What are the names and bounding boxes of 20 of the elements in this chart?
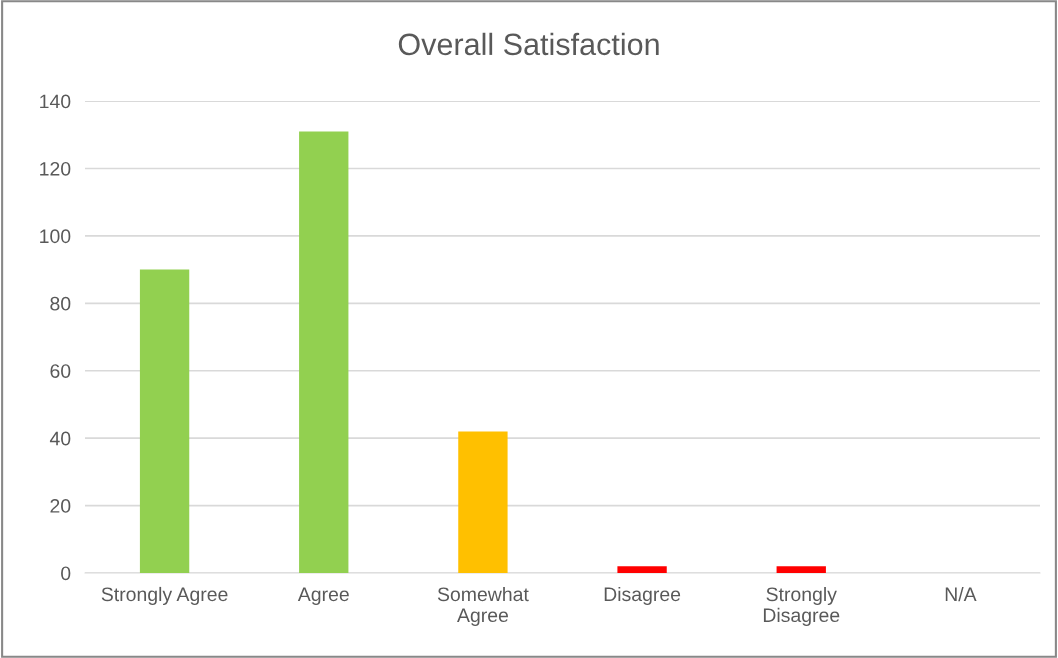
bar xyxy=(458,431,508,573)
x-tick-label: Agree xyxy=(297,587,349,606)
bar xyxy=(617,566,667,573)
y-tick-label: 80 xyxy=(50,296,71,311)
y-tick-label: 60 xyxy=(50,364,71,378)
y-tick-label: 120 xyxy=(40,161,71,176)
x-tick-label: Strongly Agree xyxy=(101,586,228,606)
x-tick-label: Strongly Disagree xyxy=(763,586,840,626)
y-tick-label: 40 xyxy=(49,431,71,446)
bar xyxy=(776,566,826,573)
x-tick-label: Disagree xyxy=(604,586,681,606)
chart-title: Overall Satisfaction xyxy=(398,32,659,56)
y-tick-label: 20 xyxy=(50,499,71,513)
bar xyxy=(139,269,190,573)
bar xyxy=(299,131,349,573)
x-tick-label: N/A xyxy=(945,586,977,602)
y-tick-label: 140 xyxy=(40,94,71,109)
y-tick-label: 100 xyxy=(40,229,71,244)
y-tick-label: 0 xyxy=(61,566,71,581)
x-tick-label: Somewhat Agree xyxy=(437,586,529,626)
